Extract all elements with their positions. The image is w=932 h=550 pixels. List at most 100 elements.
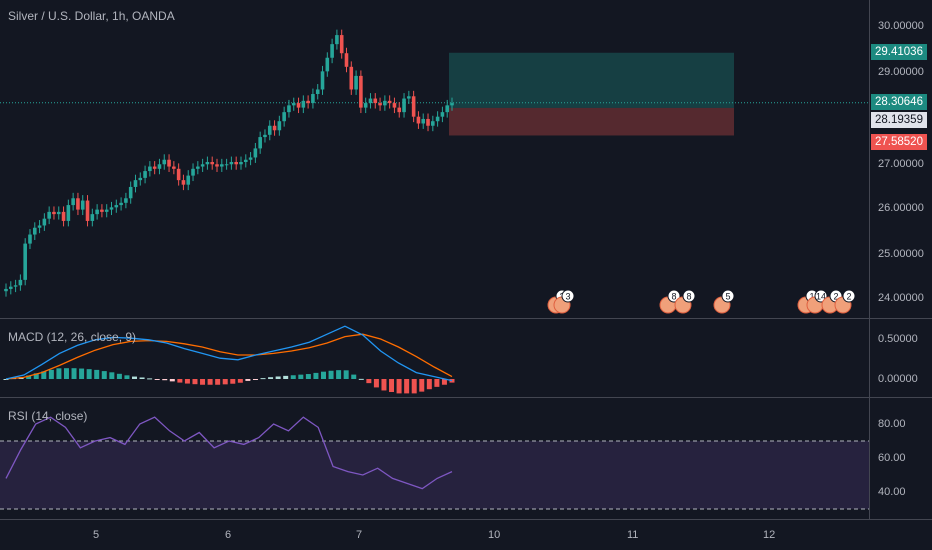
time-tick: 7: [356, 529, 363, 541]
candle-body: [196, 166, 200, 169]
event-count-label: 1: [809, 292, 814, 302]
macd-histogram-bar: [94, 369, 100, 379]
candle-body: [243, 159, 248, 163]
candle-body: [13, 285, 18, 287]
price-tick: 30.00000: [878, 20, 924, 32]
candle-body: [450, 103, 454, 106]
macd-histogram-bar: [184, 379, 190, 384]
candle-body: [426, 118, 430, 126]
candle-body: [263, 134, 267, 138]
event-count-label: 5: [725, 292, 730, 302]
candle-body: [191, 168, 195, 176]
macd-histogram-bar: [237, 379, 243, 383]
candle-body: [66, 205, 71, 221]
price-tick: 25.00000: [878, 248, 924, 260]
macd-histogram-bar: [71, 368, 77, 379]
candle-body: [119, 202, 123, 206]
macd-histogram-bar: [26, 375, 32, 379]
candle-body: [56, 211, 61, 215]
rsi-tick: 60.00: [878, 452, 906, 464]
candle-body: [176, 168, 181, 181]
candle-body: [224, 164, 229, 166]
stop-price-tag: 27.58520: [871, 134, 927, 150]
candle-body: [172, 166, 176, 169]
macd-histogram-bar: [109, 372, 115, 379]
candle-body: [311, 94, 315, 104]
macd-histogram-bar: [41, 371, 47, 379]
candle-body: [344, 53, 349, 67]
candle-body: [186, 175, 191, 185]
event-count-label: 8: [686, 292, 691, 302]
candle-body: [335, 35, 339, 45]
candle-body: [181, 180, 186, 185]
macd-histogram-bar: [230, 379, 236, 384]
candle-body: [253, 148, 258, 158]
macd-histogram-bar: [260, 378, 266, 380]
candle-body: [411, 96, 416, 117]
candle-body: [200, 164, 205, 167]
event-count-label: 14: [816, 292, 826, 302]
candle-body: [18, 279, 23, 286]
candle-body: [349, 66, 354, 90]
candle-body: [378, 103, 382, 106]
candle-body: [354, 75, 358, 90]
time-tick: 11: [627, 529, 639, 541]
candle-body: [421, 118, 426, 124]
macd-histogram-bar: [101, 371, 107, 379]
candle-body: [80, 200, 85, 210]
macd-histogram-bar: [268, 377, 274, 379]
macd-histogram-bar: [381, 379, 387, 391]
macd-histogram-bar: [245, 379, 251, 381]
macd-histogram-bar: [419, 379, 425, 392]
macd-histogram-bar: [147, 378, 153, 380]
candle-body: [325, 57, 330, 72]
macd-histogram-bar: [116, 373, 122, 379]
candle-body: [32, 227, 37, 235]
candle-body: [440, 112, 445, 117]
macd-histogram-bar: [426, 379, 432, 390]
candle-body: [435, 116, 440, 122]
chart-title: Silver / U.S. Dollar, 1h, OANDA: [8, 9, 175, 23]
candle-body: [28, 234, 32, 244]
macd-histogram-bar: [48, 369, 54, 379]
candle-body: [37, 225, 42, 228]
candle-body: [416, 116, 421, 124]
candle-body: [277, 121, 282, 131]
macd-tick: 0.50000: [878, 333, 918, 345]
macd-histogram-bar: [252, 379, 258, 380]
candle-body: [124, 198, 128, 203]
candle-body: [210, 162, 215, 165]
candle-body: [368, 98, 373, 104]
rsi-label[interactable]: RSI (14, close): [8, 409, 88, 423]
candle-body: [445, 105, 450, 113]
macd-histogram-bar: [336, 370, 342, 379]
pane-divider-rsi[interactable]: [0, 397, 932, 398]
candle-body: [215, 164, 219, 167]
macd-histogram-bar: [373, 379, 379, 388]
entry-price-tag: 28.19359: [871, 112, 927, 128]
candle-body: [114, 205, 119, 208]
price-tick: 27.00000: [878, 158, 924, 170]
candle-body: [109, 207, 114, 210]
candle-body: [52, 211, 56, 215]
macd-histogram-bar: [313, 372, 319, 379]
target-zone: [449, 52, 734, 108]
macd-histogram-bar: [215, 379, 221, 385]
candle-body: [339, 35, 344, 54]
event-count-badge: [682, 289, 696, 303]
candle-body: [138, 177, 143, 181]
macd-histogram-bar: [177, 379, 183, 383]
price-axis-border: [869, 0, 870, 520]
macd-label[interactable]: MACD (12, 26, close, 9): [8, 330, 137, 344]
candle-body: [296, 103, 301, 108]
pane-divider-macd[interactable]: [0, 318, 932, 319]
event-count-label: 3: [565, 292, 570, 302]
candle-body: [234, 162, 238, 165]
macd-histogram-bar: [441, 379, 447, 385]
time-tick: 6: [225, 529, 232, 541]
candle-body: [220, 164, 224, 167]
candle-body: [373, 98, 378, 104]
candle-body: [330, 44, 334, 58]
price-tick: 24.00000: [878, 292, 924, 304]
